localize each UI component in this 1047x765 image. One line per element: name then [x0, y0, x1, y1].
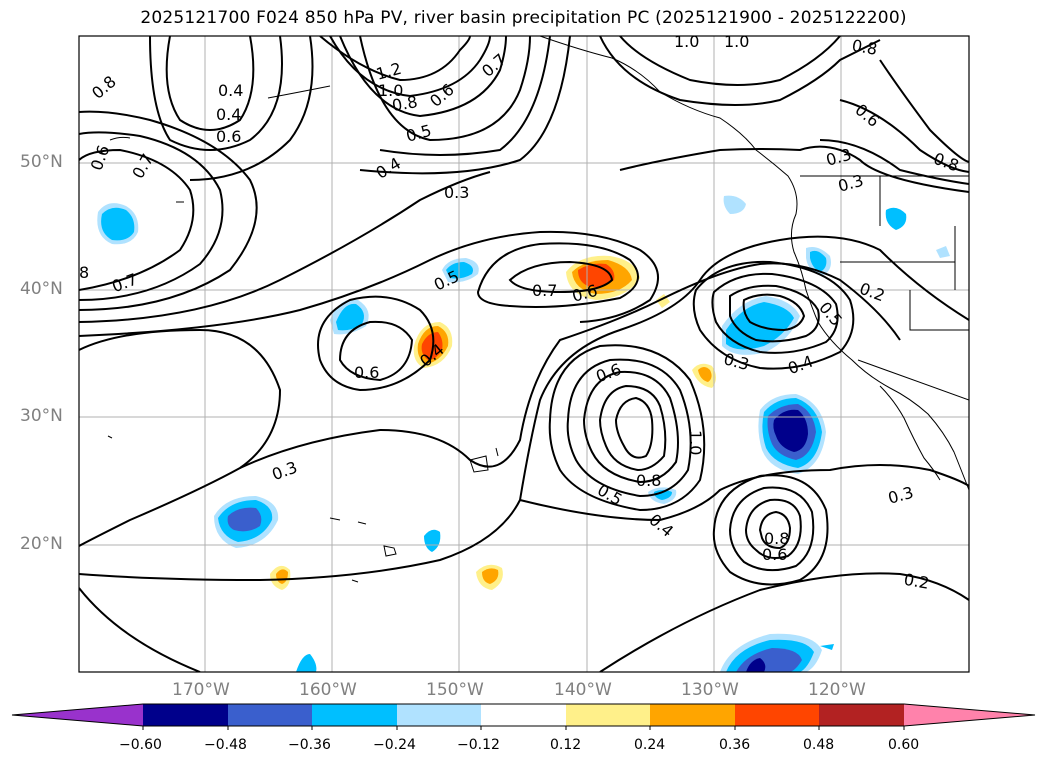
- contour-label: 0.8: [850, 36, 878, 59]
- contour-labels: 0.8 0.4 0.4 0.6 0.6 0.7 8 0.7 1.2 1.0 0.…: [79, 32, 961, 593]
- contour-label: 0.4: [785, 352, 815, 379]
- contour-label: 8: [79, 263, 89, 282]
- colorbar-bin: [143, 704, 228, 726]
- contour-label: 0.7: [532, 281, 557, 300]
- contour-label: 0.3: [444, 183, 469, 202]
- lon-label: 150°W: [426, 680, 484, 700]
- contour-label: 0.3: [269, 458, 299, 485]
- contour-label: 0.6: [354, 363, 379, 382]
- map-frame: [78, 35, 970, 673]
- contour-label: 0.6: [216, 127, 241, 146]
- colorbar-bin: [819, 704, 904, 726]
- contour-label: 0.7: [109, 270, 139, 297]
- lon-label: 170°W: [172, 680, 230, 700]
- colorbar: [11, 703, 1036, 730]
- colorbar-tick-label: 0.12: [550, 737, 582, 753]
- colorbar-tick-label: −0.12: [457, 737, 500, 753]
- lat-label: 20°N: [20, 534, 63, 554]
- contour-label: 0.4: [218, 81, 243, 100]
- colorbar-bin: [650, 704, 735, 726]
- contour-label: 0.3: [836, 171, 866, 196]
- contour-label: 0.5: [404, 121, 434, 146]
- colorbar-tick-label: −0.60: [119, 737, 162, 753]
- colorbar-tick-label: 0.24: [634, 737, 666, 753]
- colorbar-bin: [566, 704, 650, 726]
- contour-label: 0.3: [824, 145, 854, 170]
- contour-label: 0.6: [87, 143, 114, 173]
- lon-label: 160°W: [299, 680, 357, 700]
- contour-label: 1.0: [724, 32, 749, 51]
- colorbar-tick-label: 0.48: [803, 737, 835, 753]
- coastlines: [107, 36, 969, 583]
- contour-label: 0.8: [88, 72, 120, 103]
- contour-label: 1.0: [674, 32, 699, 51]
- contour-label: 0.2: [857, 279, 887, 306]
- contour-label: 1.0: [378, 81, 403, 100]
- contour-label: 0.7: [128, 150, 157, 182]
- contour-label: 0.4: [216, 105, 241, 124]
- lon-label: 130°W: [681, 680, 739, 700]
- contour-label: 0.8: [636, 471, 661, 490]
- contour-label: 0.3: [886, 483, 916, 508]
- lat-label: 40°N: [20, 279, 63, 299]
- lat-label: 50°N: [20, 152, 63, 172]
- contour-label: 1.0: [686, 430, 705, 455]
- lat-label: 30°N: [20, 406, 63, 426]
- colorbar-bin: [312, 704, 397, 726]
- pv-contours: [79, 36, 969, 672]
- colorbar-bin: [735, 704, 819, 726]
- contour-label: 0.8: [931, 149, 961, 176]
- contour-label: 0.8: [391, 92, 419, 115]
- colorbar-tick-label: 0.36: [719, 737, 751, 753]
- contour-label: 0.2: [902, 570, 930, 593]
- contour-label: 0.6: [762, 545, 787, 564]
- lon-label: 120°W: [808, 680, 866, 700]
- contour-label: 0.8: [764, 529, 789, 548]
- precip-shading: [97, 195, 950, 672]
- contour-label: 0.4: [645, 510, 677, 541]
- colorbar-tick-label: −0.36: [288, 737, 331, 753]
- colorbar-tick-label: −0.24: [373, 737, 416, 753]
- colorbar-tick-label: −0.48: [204, 737, 247, 753]
- contour-label: 0.4: [373, 153, 405, 182]
- colorbar-bin: [228, 704, 312, 726]
- contour-label: 0.5: [594, 480, 626, 509]
- colorbar-extend-min: [12, 704, 143, 726]
- lon-label: 140°W: [554, 680, 612, 700]
- colorbar-extend-max: [904, 704, 1035, 726]
- colorbar-tick-label: 0.60: [888, 737, 920, 753]
- colorbar-bin: [397, 704, 481, 726]
- figure-title: 2025121700 F024 850 hPa PV, river basin …: [140, 8, 907, 28]
- colorbar-bin: [481, 704, 566, 726]
